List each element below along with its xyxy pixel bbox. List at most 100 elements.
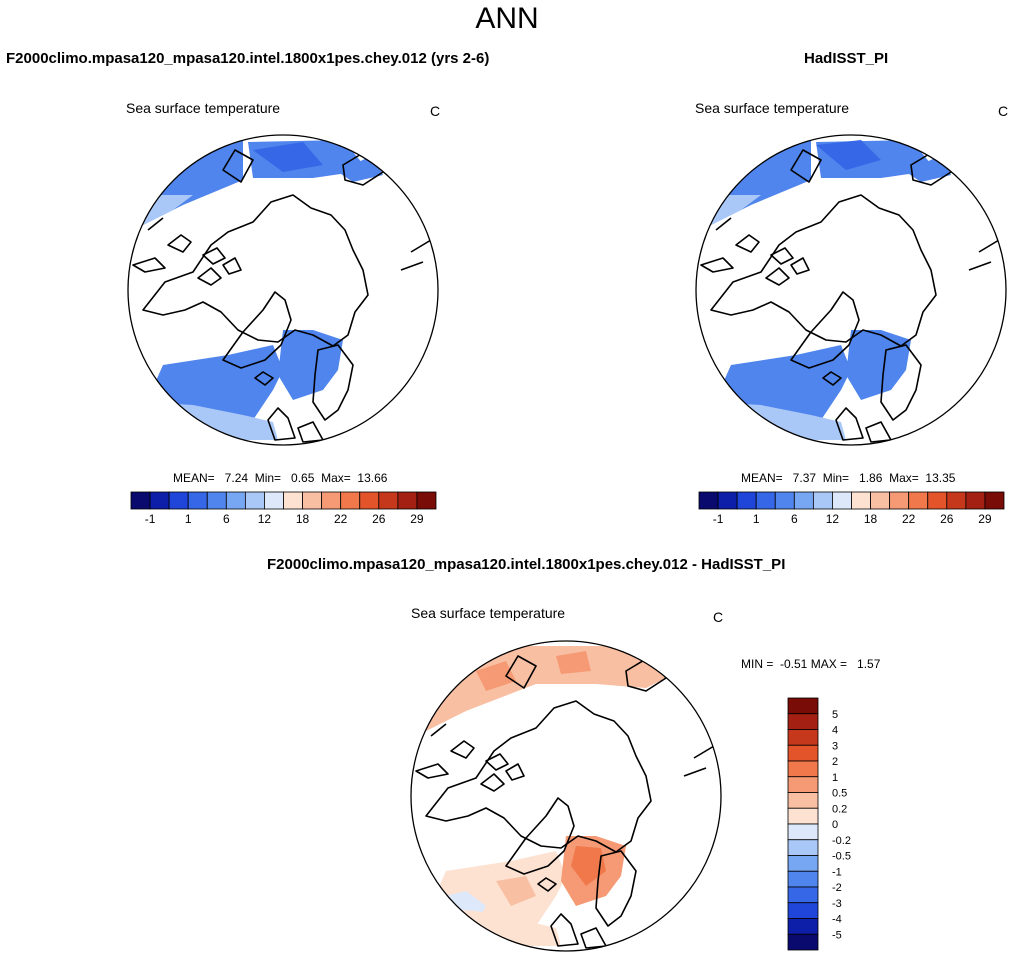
colorbar-obs-box-10 — [889, 491, 910, 510]
variable-label-model: Sea surface temperature — [126, 100, 281, 116]
colorbar-model-box-2 — [168, 491, 189, 510]
colorbar-obs-box-3 — [755, 491, 776, 510]
colorbar-model-tick-label: 12 — [258, 512, 272, 526]
colorbar-model-box-8 — [283, 491, 303, 510]
colorbar-obs-box-12 — [927, 491, 948, 510]
colorbar-diff-box-7 — [787, 807, 819, 825]
colorbar-model-tick-label: 29 — [410, 512, 424, 526]
colorbar-diff-box-10 — [787, 855, 819, 872]
colorbar-model-tick-label: 22 — [334, 512, 348, 526]
colorbar-diff-box-3 — [787, 744, 819, 762]
colorbar-model-box-6 — [244, 491, 265, 510]
main-title: ANN — [475, 2, 539, 35]
colorbar-obs-tick-label: 26 — [940, 512, 954, 526]
colorbar-model-box-12 — [359, 491, 380, 510]
colorbar-model-box-0 — [130, 491, 151, 510]
diff-field-patch-3 — [496, 876, 536, 906]
colorbar-diff-tick-label: 0.5 — [832, 788, 847, 800]
colorbar-diff-tick-label: -3 — [832, 898, 842, 910]
colorbar-model-box-9 — [302, 491, 323, 510]
colorbar-obs-tick-label: 29 — [978, 512, 992, 526]
panel-title-model: F2000climo.mpasa120_mpasa120.intel.1800x… — [6, 50, 490, 67]
colorbar-diff-tick-label: -5 — [832, 929, 842, 941]
colorbar-model-tick-label: 18 — [296, 512, 310, 526]
colorbar-model: -1 1 6 12 18 22 26 29 — [130, 491, 437, 526]
colorbar-model-tick-label: -1 — [145, 512, 156, 526]
colorbar-obs-box-14 — [965, 491, 986, 510]
colorbar-obs: -1 1 6 12 18 22 26 29 — [698, 491, 1005, 526]
colorbar-model-box-5 — [225, 491, 246, 510]
colorbar-model-tick-label: 6 — [223, 512, 230, 526]
map-boundary-model — [127, 134, 439, 446]
colorbar-diff-tick-label: 5 — [832, 709, 838, 721]
colorbar-diff-box-9 — [787, 839, 819, 856]
colorbar-diff-box-1 — [787, 713, 819, 730]
colorbar-diff-box-13 — [787, 902, 819, 919]
ocean-sst-patch-obs — [816, 140, 881, 170]
colorbar-model-box-14 — [397, 491, 418, 510]
colorbar-obs-tick-label: -1 — [713, 512, 724, 526]
colorbar-diff-tick-label: 3 — [832, 740, 838, 752]
colorbar-obs-box-4 — [774, 491, 795, 510]
colorbar-obs-box-0 — [698, 491, 719, 510]
colorbar-obs-box-8 — [851, 491, 871, 510]
diff-field-peak — [571, 846, 606, 886]
panel-title-diff: F2000climo.mpasa120_mpasa120.intel.1800x… — [267, 556, 786, 573]
colorbar-obs-box-6 — [812, 491, 833, 510]
units-label-obs: C — [998, 103, 1009, 119]
colorbar-diff-box-14 — [787, 918, 819, 935]
colorbar-model-box-3 — [187, 491, 208, 510]
colorbar-diff-box-6 — [787, 792, 819, 809]
colorbar-diff-tick-label: -2 — [832, 882, 842, 894]
colorbar-diff-box-12 — [787, 886, 819, 904]
colorbar-obs-box-2 — [736, 491, 757, 510]
colorbar-diff-box-4 — [787, 760, 819, 778]
colorbar-diff-box-15 — [787, 933, 819, 951]
colorbar-obs-tick-label: 18 — [864, 512, 878, 526]
colorbar-obs-box-7 — [832, 491, 852, 510]
colorbar-model-tick-label: 26 — [372, 512, 386, 526]
colorbar-diff-tick-label: -4 — [832, 914, 842, 926]
colorbar-obs-tick-label: 22 — [902, 512, 916, 526]
colorbar-diff-box-0 — [787, 697, 819, 715]
colorbar-model-box-10 — [321, 491, 342, 510]
colorbar-obs-box-9 — [870, 491, 891, 510]
colorbar-diff-tick-label: 2 — [832, 756, 838, 768]
colorbar-obs-box-1 — [717, 491, 738, 510]
colorbar-obs-box-11 — [908, 491, 929, 510]
diff-field-patch-1 — [476, 661, 516, 691]
colorbar-diff-box-8 — [787, 823, 819, 841]
ocean-sst-patch-model — [253, 142, 323, 172]
colorbar-obs-box-5 — [793, 491, 814, 510]
units-label-diff: C — [713, 609, 724, 625]
colorbar-diff-tick-label: -0.2 — [832, 835, 851, 847]
stats-diff: MIN = -0.51 MAX = 1.57 — [741, 657, 881, 671]
colorbar-model-box-7 — [264, 491, 284, 510]
colorbar-diff-box-2 — [787, 729, 819, 746]
colorbar-model-box-4 — [206, 491, 227, 510]
diff-field-patch-2 — [556, 651, 591, 674]
colorbar-model-box-13 — [378, 491, 399, 510]
colorbar-obs-tick-label: 12 — [826, 512, 840, 526]
colorbar-model-box-1 — [149, 491, 170, 510]
colorbar-diff-box-11 — [787, 870, 819, 888]
colorbar-diff-tick-label: 0.2 — [832, 803, 847, 815]
colorbar-diff-tick-label: 1 — [832, 772, 838, 784]
colorbar-model-box-11 — [340, 491, 361, 510]
colorbar-diff-tick-label: -1 — [832, 866, 842, 878]
map-boundary-diff — [410, 640, 722, 952]
colorbar-diff-tick-label: 0 — [832, 819, 838, 831]
panel-title-obs: HadISST_PI — [804, 50, 889, 67]
colorbar-model-box-15 — [416, 491, 437, 510]
variable-label-diff: Sea surface temperature — [411, 605, 566, 621]
colorbar-diff-tick-label: -0.5 — [832, 851, 851, 863]
variable-label-obs: Sea surface temperature — [695, 100, 850, 116]
stats-model: MEAN= 7.24 Min= 0.65 Max= 13.66 — [173, 471, 388, 485]
map-boundary-obs — [695, 134, 1007, 446]
colorbar-obs-tick-label: 1 — [753, 512, 760, 526]
map-diff — [410, 640, 722, 952]
units-label-model: C — [430, 103, 441, 119]
colorbar-obs-box-15 — [984, 491, 1005, 510]
colorbar-obs-box-13 — [946, 491, 967, 510]
